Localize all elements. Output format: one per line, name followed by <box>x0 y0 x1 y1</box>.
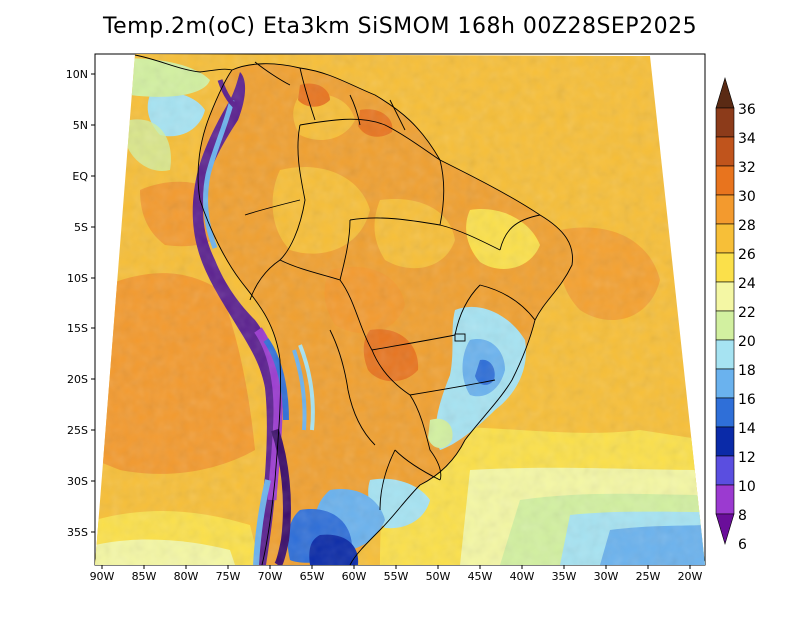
lon-label-75w: 75W <box>216 570 241 583</box>
lon-labels: 90W 85W 80W 75W 70W 65W 60W 55W 50W 45W … <box>90 570 703 583</box>
colorbar-label-30: 30 <box>738 189 756 205</box>
lat-label-eq: EQ <box>72 170 88 183</box>
colorbar-cell <box>715 339 735 370</box>
lon-label-30w: 30W <box>594 570 619 583</box>
lat-label-35s: 35S <box>67 526 88 539</box>
colorbar-label-28: 28 <box>738 218 756 234</box>
colorbar-cell <box>715 281 735 312</box>
colorbar-label-8: 8 <box>738 508 747 524</box>
lat-label-5n: 5N <box>73 119 88 132</box>
lon-label-80w: 80W <box>174 570 199 583</box>
lon-label-60w: 60W <box>342 570 367 583</box>
colorbar-cell <box>715 368 735 399</box>
colorbar-label-16: 16 <box>738 392 756 408</box>
lon-label-20w: 20W <box>678 570 703 583</box>
colorbar-label-10: 10 <box>738 479 756 495</box>
colorbar-cells <box>715 76 735 546</box>
colorbar-label-18: 18 <box>738 363 756 379</box>
colorbar-cell <box>715 397 735 428</box>
colorbar-cell <box>715 107 735 138</box>
lat-label-10n: 10N <box>66 68 88 81</box>
lat-label-5s: 5S <box>74 221 88 234</box>
colorbar-label-12: 12 <box>738 450 756 466</box>
lon-label-45w: 45W <box>468 570 493 583</box>
colorbar-cell <box>715 194 735 225</box>
lat-label-20s: 20S <box>67 373 88 386</box>
colorbar-label-20: 20 <box>738 334 756 350</box>
lat-axis <box>91 73 95 533</box>
colorbar-cell <box>715 310 735 341</box>
lon-label-35w: 35W <box>552 570 577 583</box>
colorbar-label-36: 36 <box>738 102 756 118</box>
colorbar-labels: 36 34 32 30 28 26 24 22 20 18 16 14 12 1… <box>738 102 756 553</box>
colorbar-label-22: 22 <box>738 305 756 321</box>
lon-label-65w: 65W <box>300 570 325 583</box>
lon-label-25w: 25W <box>636 570 661 583</box>
colorbar: 36 34 32 30 28 26 24 22 20 18 16 14 12 1… <box>715 76 756 553</box>
colorbar-cell <box>715 136 735 167</box>
lon-label-90w: 90W <box>90 570 115 583</box>
country-borders <box>134 54 573 566</box>
colorbar-cell <box>715 426 735 457</box>
colorbar-cell <box>715 455 735 486</box>
lon-label-70w: 70W <box>258 570 283 583</box>
lon-label-40w: 40W <box>510 570 535 583</box>
lat-label-30s: 30S <box>67 475 88 488</box>
lat-label-15s: 15S <box>67 322 88 335</box>
temperature-field <box>95 54 705 565</box>
map-title: Temp.2m(oC) Eta3km SiSMOM 168h 00Z28SEP2… <box>102 14 698 39</box>
colorbar-label-26: 26 <box>738 247 756 263</box>
lon-label-55w: 55W <box>384 570 409 583</box>
lon-label-85w: 85W <box>132 570 157 583</box>
colorbar-cell <box>715 484 735 515</box>
colorbar-bottom-arrow <box>715 513 735 546</box>
colorbar-top-arrow <box>715 76 735 109</box>
colorbar-label-6: 6 <box>738 537 747 553</box>
lat-labels: 10N 5N EQ 5S 10S 15S 20S 25S 30S 35S <box>66 68 89 539</box>
lon-axis <box>101 565 691 569</box>
lat-label-10s: 10S <box>67 272 88 285</box>
colorbar-label-24: 24 <box>738 276 756 292</box>
colorbar-cell <box>715 252 735 283</box>
lat-label-25s: 25S <box>67 424 88 437</box>
colorbar-label-14: 14 <box>738 421 756 437</box>
colorbar-cell <box>715 223 735 254</box>
colorbar-label-32: 32 <box>738 160 756 176</box>
lon-label-50w: 50W <box>426 570 451 583</box>
colorbar-label-34: 34 <box>738 131 756 147</box>
colorbar-cell <box>715 165 735 196</box>
